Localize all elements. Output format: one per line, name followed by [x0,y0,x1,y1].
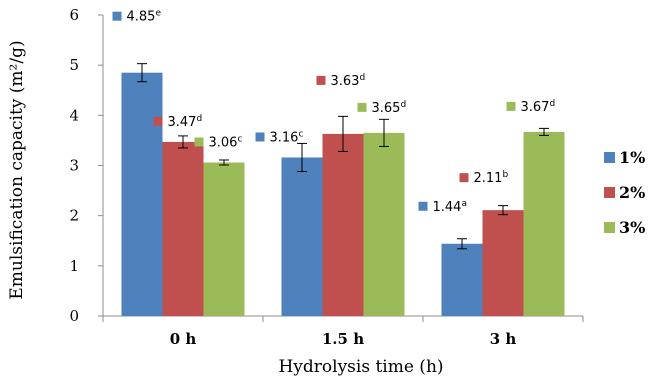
data-label: 4.85e [127,9,162,25]
data-label: 3.65d [372,100,407,116]
data-label-value: 3.06 [209,135,238,150]
chart-bars [121,72,565,316]
data-label-value: 3.16 [270,130,299,145]
bar [441,243,483,316]
bar [482,210,524,316]
bar [363,132,405,316]
x-axis-title: Hydrolysis time (h) [278,357,443,377]
data-label-superscript: d [196,114,202,124]
data-label-superscript: a [461,199,467,209]
y-tick-label: 0 [69,307,79,325]
data-label-marker [153,116,163,126]
data-label-value: 3.65 [372,101,401,116]
bar [281,157,323,316]
y-tick-label: 3 [69,157,79,175]
data-label-superscript: c [237,134,242,144]
legend-swatch [604,187,615,198]
data-label-marker [112,11,122,21]
legend-label: 2% [619,183,645,202]
data-label-value: 3.63 [331,74,360,89]
legend-swatch [604,222,615,233]
data-label-superscript: e [155,9,161,19]
data-label-value: 4.85 [127,10,156,25]
bar [203,162,245,316]
x-tick-label: 3 h [490,330,517,348]
data-label-marker [459,173,469,183]
data-label-marker [506,101,516,111]
data-label: 3.16c [270,129,304,145]
legend-label: 3% [619,218,645,237]
data-label-superscript: d [359,73,365,83]
y-axis-title: Emulsification capacity (m²/g) [7,40,27,299]
bar [121,72,163,316]
data-label-value: 1.44 [433,200,462,215]
data-label-value: 3.47 [168,115,197,130]
data-label-superscript: d [400,100,406,110]
chart-legend: 1% 2% 3% [604,148,645,237]
bar [162,141,204,316]
data-label-superscript: d [549,99,555,109]
data-label: 3.06c [209,134,243,150]
legend-label: 1% [619,148,645,167]
y-tick-label: 4 [69,106,79,124]
bar [523,131,565,316]
data-label: 1.44a [433,199,467,215]
data-label-superscript: b [502,170,508,180]
data-label: 3.63d [331,73,366,89]
y-tick-label: 2 [69,207,79,225]
y-tick-label: 1 [69,257,79,275]
x-tick-label: 1.5 h [322,330,364,348]
y-tick-label: 6 [69,6,79,24]
data-label: 2.11b [474,170,509,186]
data-label-marker [316,75,326,85]
legend-swatch [604,152,615,163]
chart-data-labels: 4.85e3.16c1.44a3.47d3.63d2.11b3.06c3.65d… [112,9,556,215]
data-label: 3.47d [168,114,203,130]
y-tick-label: 5 [69,56,79,74]
data-label-marker [255,132,265,142]
x-tick-label: 0 h [170,330,197,348]
data-label-superscript: c [298,129,303,139]
data-label: 3.67d [521,99,556,115]
data-label-value: 2.11 [474,171,503,186]
bar [322,133,364,316]
data-label-marker [357,102,367,112]
data-label-marker [418,201,428,211]
data-label-value: 3.67 [521,100,550,115]
data-label-marker [194,137,204,147]
chart-error-bars [137,63,549,250]
